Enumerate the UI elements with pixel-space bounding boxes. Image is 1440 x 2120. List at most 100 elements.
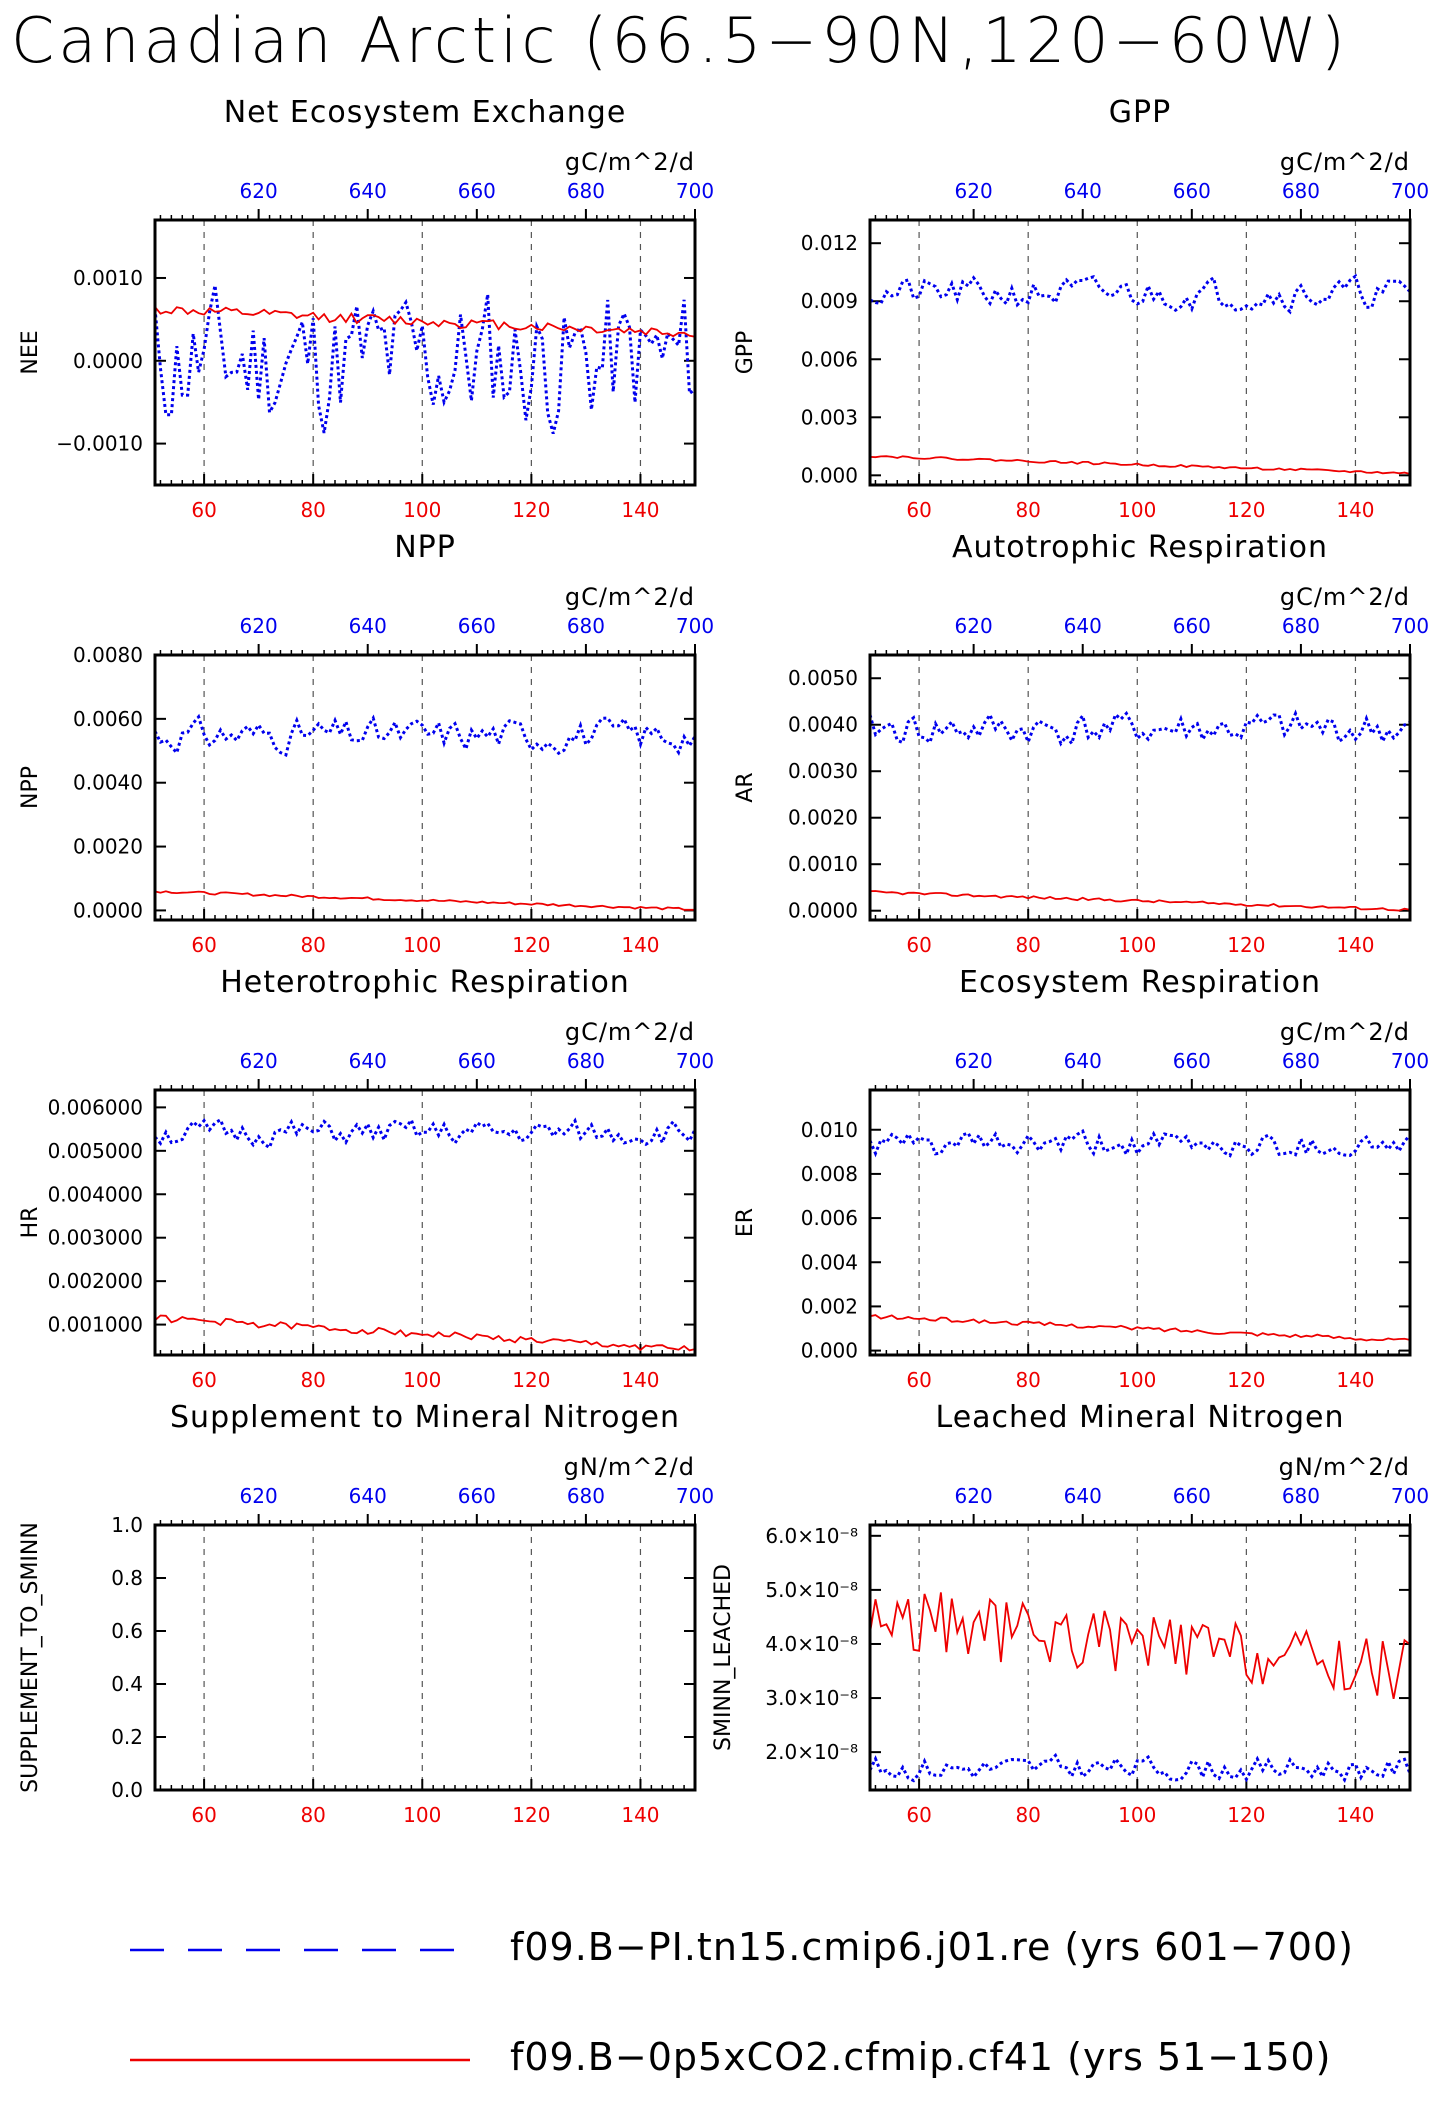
panel7-xtick-label: 60 xyxy=(191,1803,216,1827)
panel5-ytick-label: 0.006000 xyxy=(48,1095,143,1119)
panel2-ylabel: GPP xyxy=(733,331,758,375)
panel5-xtick-label: 80 xyxy=(300,1368,325,1392)
panel7-xtick-label: 80 xyxy=(300,1803,325,1827)
panel6-x2tick-label: 700 xyxy=(1391,1049,1429,1073)
panel2-ytick-label: 0.003 xyxy=(801,405,858,429)
panel6-x2tick-label: 620 xyxy=(955,1049,993,1073)
panel3-ytick-label: 0.0080 xyxy=(73,643,143,667)
panel8-xtick-label: 100 xyxy=(1118,1803,1156,1827)
panel4-xtick-label: 60 xyxy=(906,933,931,957)
panel5-xtick-label: 120 xyxy=(512,1368,550,1392)
panel2-xtick-label: 120 xyxy=(1227,498,1265,522)
panel7-units: gN/m^2/d xyxy=(564,1453,695,1481)
panel5-xtick-label: 100 xyxy=(403,1368,441,1392)
panel8-frame xyxy=(868,1523,1412,1792)
panel7-xtick-label: 140 xyxy=(621,1803,659,1827)
panel1-series-case1 xyxy=(155,285,695,434)
panel7-xtick-label: 120 xyxy=(512,1803,550,1827)
panel5-series-case2 xyxy=(155,1314,695,1352)
panel4-xtick-label: 140 xyxy=(1336,933,1374,957)
panel8-ytick-label: 4.0×10⁻⁸ xyxy=(765,1632,858,1656)
panel7-x2tick-label: 640 xyxy=(349,1484,387,1508)
panel1-series-case2 xyxy=(155,306,695,338)
panel3-series-case1 xyxy=(155,713,695,757)
panel8-xtick-label: 140 xyxy=(1336,1803,1374,1827)
panel8-xtick-label: 120 xyxy=(1227,1803,1265,1827)
panel3-ytick-label: 0.0040 xyxy=(73,771,143,795)
panel3-xtick-label: 120 xyxy=(512,933,550,957)
panel8-xtick-label: 80 xyxy=(1015,1803,1040,1827)
panel6-x2tick-label: 660 xyxy=(1173,1049,1211,1073)
panel5-units: gC/m^2/d xyxy=(565,1018,695,1046)
panel5-x2tick-label: 640 xyxy=(349,1049,387,1073)
panel1-xtick-label: 120 xyxy=(512,498,550,522)
panel7-ytick-label: 0.8 xyxy=(111,1566,143,1590)
panel3-ytick-label: 0.0020 xyxy=(73,835,143,859)
panel6-ylabel: ER xyxy=(733,1208,758,1237)
panel7-title: Supplement to Mineral Nitrogen xyxy=(170,1400,680,1435)
panel2-x2tick-label: 620 xyxy=(955,179,993,203)
page-title: Canadian Arctic (66.5−90N,120−60W) xyxy=(11,4,1349,77)
panel5-series-case1 xyxy=(155,1116,695,1150)
panel4-ytick-label: 0.0010 xyxy=(788,852,858,876)
panel6-ytick-label: 0.002 xyxy=(801,1294,858,1318)
panel8-title: Leached Mineral Nitrogen xyxy=(936,1400,1345,1435)
panel8-x2tick-label: 640 xyxy=(1064,1484,1102,1508)
panel8-ytick-label: 6.0×10⁻⁸ xyxy=(765,1524,858,1548)
panel7-x2tick-label: 620 xyxy=(240,1484,278,1508)
panel6-xtick-label: 60 xyxy=(906,1368,931,1392)
panel5-xtick-label: 140 xyxy=(621,1368,659,1392)
panel1-frame xyxy=(153,218,697,487)
panel4-units: gC/m^2/d xyxy=(1280,583,1410,611)
panel8-x2tick-label: 660 xyxy=(1173,1484,1211,1508)
panel5-ytick-label: 0.001000 xyxy=(48,1313,143,1337)
panel5-title: Heterotrophic Respiration xyxy=(220,965,630,1000)
panel2-ytick-label: 0.009 xyxy=(801,289,858,313)
panel5-x2tick-label: 660 xyxy=(458,1049,496,1073)
panel1-xtick-label: 60 xyxy=(191,498,216,522)
panel2-series-case2 xyxy=(870,455,1410,475)
panel1-x2tick-label: 660 xyxy=(458,179,496,203)
panel8-ytick-label: 3.0×10⁻⁸ xyxy=(765,1686,858,1710)
panel3-frame xyxy=(153,653,697,922)
panel3-xtick-label: 60 xyxy=(191,933,216,957)
panel3-x2tick-label: 680 xyxy=(567,614,605,638)
panel6-ytick-label: 0.004 xyxy=(801,1250,858,1274)
panel2-ytick-label: 0.000 xyxy=(801,463,858,487)
legend-label-case1: f09.B−PI.tn15.cmip6.j01.re (yrs 601−700) xyxy=(510,1925,1354,1969)
panel7-ytick-label: 0.6 xyxy=(111,1619,143,1643)
panel6-frame xyxy=(868,1088,1412,1357)
panel3-xtick-label: 100 xyxy=(403,933,441,957)
panel2-ytick-label: 0.012 xyxy=(801,231,858,255)
panel3-series-case2 xyxy=(155,890,695,911)
panel5-ytick-label: 0.003000 xyxy=(48,1226,143,1250)
panel4-xtick-label: 120 xyxy=(1227,933,1265,957)
panel8-ytick-label: 5.0×10⁻⁸ xyxy=(765,1578,858,1602)
panel8-series-case2 xyxy=(870,1592,1410,1699)
panel2-units: gC/m^2/d xyxy=(1280,148,1410,176)
panel2-x2tick-label: 700 xyxy=(1391,179,1429,203)
panel6-units: gC/m^2/d xyxy=(1280,1018,1410,1046)
panel3-units: gC/m^2/d xyxy=(565,583,695,611)
panel4-ylabel: AR xyxy=(733,772,758,802)
panel8-x2tick-label: 620 xyxy=(955,1484,993,1508)
panel3-x2tick-label: 700 xyxy=(676,614,714,638)
panel5-x2tick-label: 700 xyxy=(676,1049,714,1073)
panel4-x2tick-label: 680 xyxy=(1282,614,1320,638)
panel1-xtick-label: 140 xyxy=(621,498,659,522)
panel4-ytick-label: 0.0030 xyxy=(788,759,858,783)
panel8-x2tick-label: 680 xyxy=(1282,1484,1320,1508)
panel1-ytick-label: 0.0000 xyxy=(73,349,143,373)
panel7-ytick-label: 0.4 xyxy=(111,1672,143,1696)
panel1-x2tick-label: 620 xyxy=(240,179,278,203)
panel4-title: Autotrophic Respiration xyxy=(952,530,1328,565)
panel1-xtick-label: 80 xyxy=(300,498,325,522)
panel8-ylabel: SMINN_LEACHED xyxy=(711,1564,736,1751)
panel4-xtick-label: 80 xyxy=(1015,933,1040,957)
panel2-xtick-label: 140 xyxy=(1336,498,1374,522)
panel7-x2tick-label: 700 xyxy=(676,1484,714,1508)
panel8-x2tick-label: 700 xyxy=(1391,1484,1429,1508)
panel6-ytick-label: 0.006 xyxy=(801,1206,858,1230)
panel2-x2tick-label: 660 xyxy=(1173,179,1211,203)
panel8-ytick-label: 2.0×10⁻⁸ xyxy=(765,1740,858,1764)
